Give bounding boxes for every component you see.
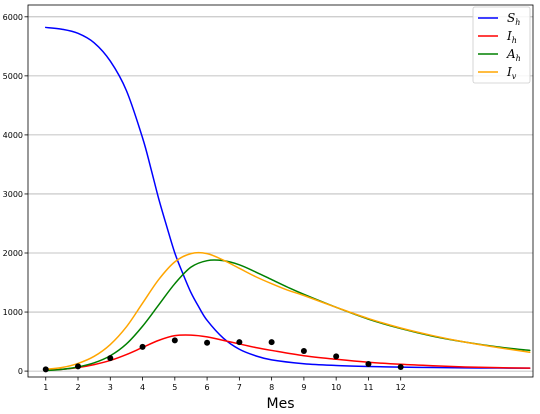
- observed-point: [107, 355, 114, 362]
- series-line-iv: [45, 251, 531, 371]
- y-tick-label: 1000: [3, 308, 23, 317]
- x-tick-label: 7: [237, 383, 242, 392]
- series-line-sh: [45, 26, 531, 369]
- grid-lines: [28, 16, 533, 372]
- y-tick-label: 3000: [3, 190, 23, 199]
- y-tick-label: 5000: [3, 72, 23, 81]
- observed-point: [236, 339, 243, 346]
- x-tick-label: 5: [172, 383, 177, 392]
- observed-point: [42, 366, 49, 373]
- x-tick-label: 2: [75, 383, 80, 392]
- observed-point: [300, 348, 307, 355]
- observed-points: [42, 337, 404, 373]
- y-tick-label: 6000: [3, 13, 23, 22]
- legend-label-ah: Ah: [506, 47, 521, 63]
- x-axis-ticks: 1 2 3 4 5 6 7 8 9 10 11 12: [43, 377, 406, 392]
- legend-label-sh: Sh: [507, 11, 520, 27]
- observed-point: [75, 363, 82, 370]
- observed-point: [365, 361, 372, 368]
- x-tick-label: 6: [205, 383, 210, 392]
- legend-label-iv: Iv: [506, 65, 517, 81]
- observed-point: [397, 363, 404, 370]
- legend-label-ih: Ih: [506, 29, 517, 45]
- y-tick-label: 2000: [3, 249, 23, 258]
- x-tick-label: 10: [331, 383, 341, 392]
- y-tick-label: 4000: [3, 131, 23, 140]
- x-tick-label: 12: [396, 383, 406, 392]
- observed-point: [333, 353, 340, 360]
- series-line-ih: [45, 334, 531, 371]
- observed-point: [268, 339, 275, 346]
- x-tick-label: 4: [140, 383, 145, 392]
- legend-box: [472, 6, 531, 84]
- x-tick-label: 1: [43, 383, 48, 392]
- legend: Sh Ih Ah Iv: [472, 6, 531, 84]
- observed-point: [204, 339, 211, 346]
- x-tick-label: 9: [301, 383, 306, 392]
- x-tick-label: 8: [269, 383, 274, 392]
- observed-point: [139, 343, 146, 350]
- plot-frame: [27, 4, 534, 378]
- x-tick-label: 3: [108, 383, 113, 392]
- y-axis-ticks: 0 1000 2000 3000 4000 5000 6000: [3, 13, 28, 376]
- observed-point: [171, 337, 178, 344]
- x-axis-title: Mes: [267, 396, 295, 412]
- y-tick-label: 0: [18, 367, 23, 376]
- x-tick-label: 11: [363, 383, 373, 392]
